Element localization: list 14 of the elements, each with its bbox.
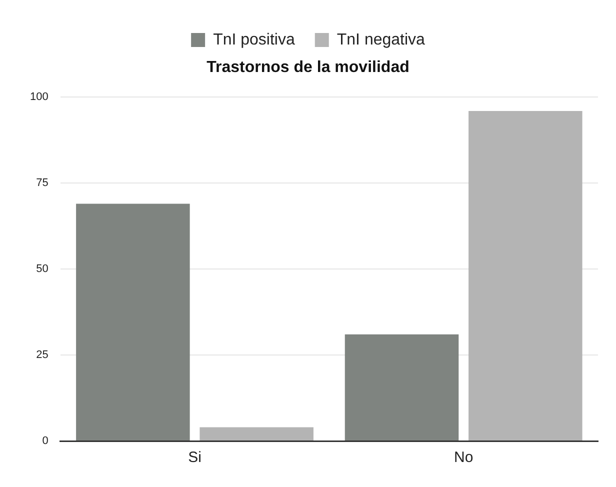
y-tick-label: 25 <box>36 349 48 362</box>
legend-label: TnI positiva <box>213 31 295 48</box>
y-tick-label: 0 <box>42 435 48 448</box>
bar <box>76 204 190 440</box>
chart-title: Trastornos de la movilidad <box>206 59 410 76</box>
bar <box>468 110 582 440</box>
bar <box>200 427 314 440</box>
legend-label: TnI negativa <box>336 31 426 48</box>
x-tick-label: Si <box>188 449 202 466</box>
y-tick-label: 75 <box>36 177 48 190</box>
bar <box>344 334 459 440</box>
y-tick-label: 50 <box>36 263 48 276</box>
y-tick-label: 100 <box>30 91 48 104</box>
x-tick-label: No <box>454 449 474 466</box>
